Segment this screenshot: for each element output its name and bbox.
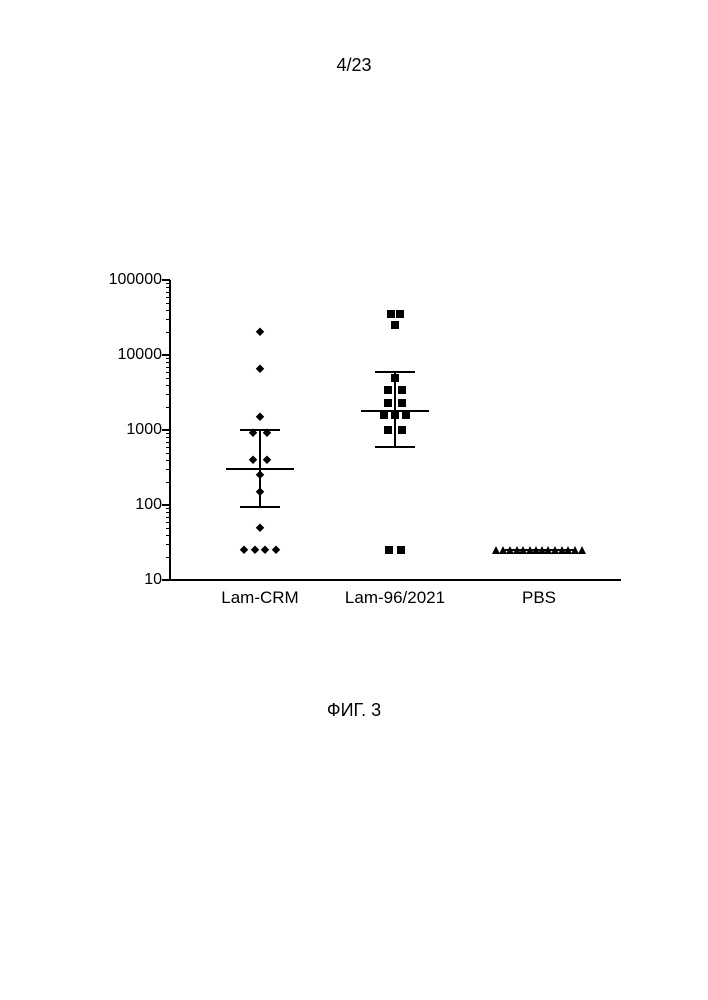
triangle-marker: [578, 546, 586, 554]
y-minor-tick: [166, 303, 170, 304]
y-minor-tick: [166, 332, 170, 333]
y-minor-tick: [166, 508, 170, 509]
square-marker: [396, 310, 404, 318]
y-tick-label: 10: [80, 571, 162, 589]
y-minor-tick: [166, 367, 170, 368]
plot-area: 10100100010000100000Lam-CRMLam-96/2021PB…: [170, 280, 620, 580]
y-minor-tick: [166, 469, 170, 470]
y-minor-tick: [166, 362, 170, 363]
whisker-cap: [375, 371, 416, 373]
y-minor-tick: [166, 319, 170, 320]
y-minor-tick: [166, 297, 170, 298]
square-marker: [391, 411, 399, 419]
diamond-marker: [255, 487, 264, 496]
y-minor-tick: [166, 482, 170, 483]
y-minor-tick: [166, 310, 170, 311]
y-tick: [162, 504, 170, 506]
y-minor-tick: [166, 535, 170, 536]
y-minor-tick: [166, 292, 170, 293]
y-minor-tick: [166, 447, 170, 448]
square-marker: [391, 374, 399, 382]
y-minor-tick: [166, 453, 170, 454]
diamond-marker: [272, 546, 281, 555]
y-tick: [162, 354, 170, 356]
y-minor-tick: [166, 442, 170, 443]
y-minor-tick: [166, 407, 170, 408]
y-minor-tick: [166, 512, 170, 513]
y-minor-tick: [166, 544, 170, 545]
square-marker: [398, 399, 406, 407]
square-marker: [384, 426, 392, 434]
y-minor-tick: [166, 287, 170, 288]
y-minor-tick: [166, 528, 170, 529]
square-marker: [402, 411, 410, 419]
y-minor-tick: [166, 557, 170, 558]
y-tick: [162, 579, 170, 581]
y-minor-tick: [166, 433, 170, 434]
y-minor-tick: [166, 437, 170, 438]
y-minor-tick: [166, 372, 170, 373]
y-tick-label: 100000: [80, 271, 162, 289]
y-tick-label: 1000: [80, 421, 162, 439]
page-number: 4/23: [0, 55, 708, 76]
y-minor-tick: [166, 385, 170, 386]
y-tick-label: 10000: [80, 346, 162, 364]
square-marker: [398, 386, 406, 394]
scatter-chart: 10100100010000100000Lam-CRMLam-96/2021PB…: [80, 280, 640, 610]
whisker-cap: [240, 429, 281, 431]
diamond-marker: [255, 328, 264, 337]
y-tick: [162, 429, 170, 431]
y-tick-label: 100: [80, 496, 162, 514]
error-bar: [394, 372, 396, 447]
diamond-marker: [255, 523, 264, 532]
figure-caption: ФИГ. 3: [0, 700, 708, 721]
y-minor-tick: [166, 358, 170, 359]
diamond-marker: [255, 365, 264, 374]
square-marker: [397, 546, 405, 554]
square-marker: [384, 399, 392, 407]
x-tick-label: Lam-96/2021: [315, 588, 475, 608]
diamond-marker: [263, 455, 272, 464]
y-minor-tick: [166, 460, 170, 461]
diamond-marker: [255, 412, 264, 421]
y-tick: [162, 279, 170, 281]
square-marker: [391, 321, 399, 329]
square-marker: [380, 411, 388, 419]
diamond-marker: [255, 471, 264, 480]
y-minor-tick: [166, 517, 170, 518]
square-marker: [398, 426, 406, 434]
x-tick-label: PBS: [459, 588, 619, 608]
diamond-marker: [261, 546, 270, 555]
y-minor-tick: [166, 283, 170, 284]
whisker-cap: [240, 506, 281, 508]
square-marker: [384, 386, 392, 394]
whisker-cap: [375, 446, 416, 448]
y-minor-tick: [166, 522, 170, 523]
square-marker: [385, 546, 393, 554]
y-minor-tick: [166, 394, 170, 395]
diamond-marker: [239, 546, 248, 555]
diamond-marker: [250, 546, 259, 555]
square-marker: [387, 310, 395, 318]
diamond-marker: [248, 455, 257, 464]
x-axis: [169, 579, 621, 581]
y-minor-tick: [166, 378, 170, 379]
